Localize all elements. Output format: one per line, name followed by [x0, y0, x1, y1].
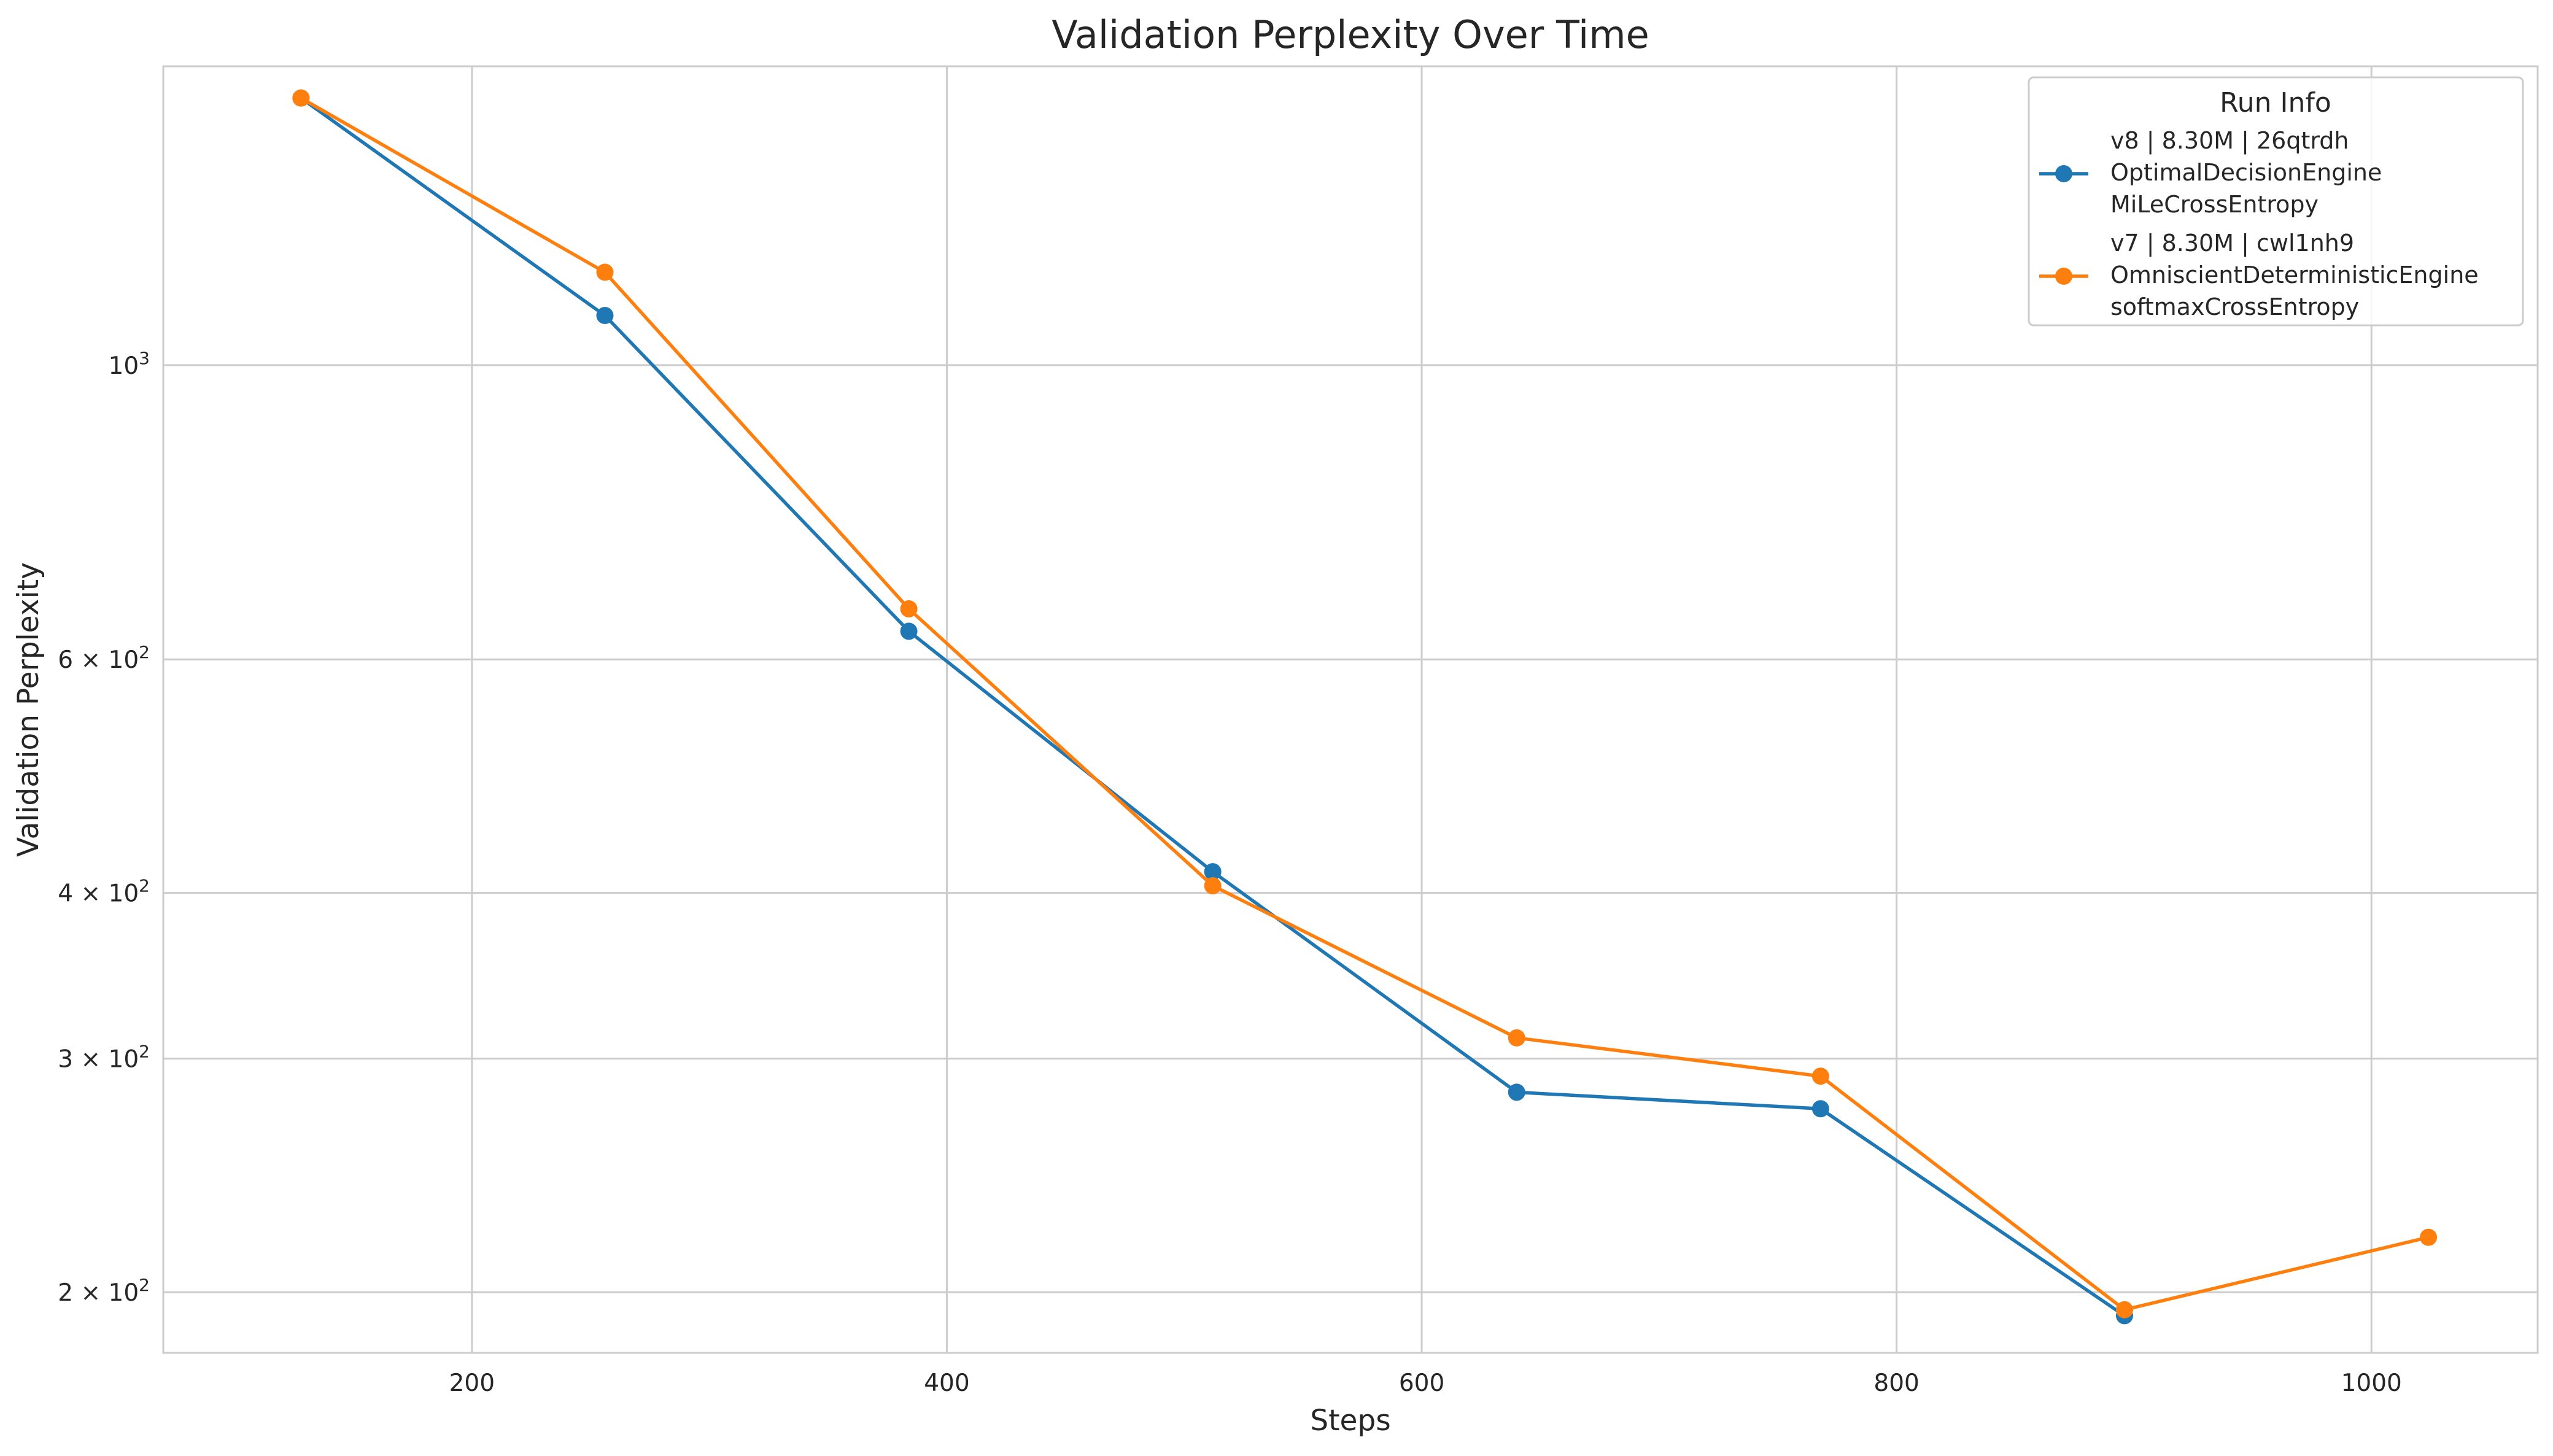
y-tick-label: 4 × 102: [58, 876, 150, 908]
chart-title: Validation Perplexity Over Time: [1052, 12, 1649, 57]
data-point-series-2: [1811, 1067, 1829, 1085]
legend-label-line: OptimalDecisionEngine: [2110, 159, 2382, 186]
data-point-series-2: [1204, 877, 1222, 895]
legend-box: [2028, 76, 2524, 327]
legend-title: Run Info: [2220, 87, 2331, 118]
data-point-series-2: [2420, 1228, 2438, 1246]
x-tick-label: 200: [449, 1369, 495, 1397]
y-axis-label: Validation Perplexity: [12, 562, 45, 857]
data-point-series-2: [2115, 1301, 2133, 1319]
y-tick-label: 3 × 102: [58, 1042, 150, 1074]
legend-label-line: v7 | 8.30M | cwl1nh9: [2110, 230, 2354, 257]
data-point-series-1: [900, 622, 918, 640]
data-point-series-2: [292, 89, 310, 107]
data-point-series-2: [1508, 1029, 1525, 1047]
data-point-series-2: [596, 263, 614, 281]
x-axis-label: Steps: [1310, 1404, 1391, 1438]
legend-marker-1: [2055, 165, 2072, 182]
legend-label-line: MiLeCrossEntropy: [2110, 191, 2319, 218]
series-layer: [292, 89, 2438, 1325]
legend-entries: v8 | 8.30M | 26qtrdh OptimalDecisionEngin…: [2039, 127, 2479, 320]
plot-frame: [162, 65, 2539, 1354]
data-point-series-1: [1811, 1100, 1829, 1118]
data-point-series-1: [1204, 863, 1222, 881]
grid: [163, 66, 2538, 1353]
data-point-series-2: [900, 600, 918, 618]
legend-marker-2: [2055, 268, 2072, 285]
legend: Run Info v8 | 8.30M | 26qtrdh OptimalDeci…: [2028, 76, 2524, 327]
legend-label-line: OmniscientDeterministicEngine: [2110, 261, 2479, 288]
x-tick-label: 1000: [2341, 1369, 2402, 1397]
data-point-series-1: [596, 306, 614, 324]
legend-label-line: softmaxCrossEntropy: [2110, 293, 2359, 320]
x-tick-label: 800: [1873, 1369, 1919, 1397]
series-line-2: [299, 96, 2430, 1312]
y-tick-label: 6 × 102: [58, 642, 150, 674]
series-line-1: [299, 96, 2126, 1318]
x-tick-label: 600: [1399, 1369, 1444, 1397]
tick-labels: 200 400 600 800 1000 103 6 × 102 4 × 102 3 × 102…: [58, 348, 2402, 1397]
legend-label-line: v8 | 8.30M | 26qtrdh: [2110, 127, 2349, 155]
y-tick-label: 2 × 102: [58, 1275, 150, 1307]
y-tick-label: 103: [109, 348, 150, 380]
data-point-series-1: [1508, 1083, 1525, 1101]
x-tick-label: 400: [924, 1369, 969, 1397]
